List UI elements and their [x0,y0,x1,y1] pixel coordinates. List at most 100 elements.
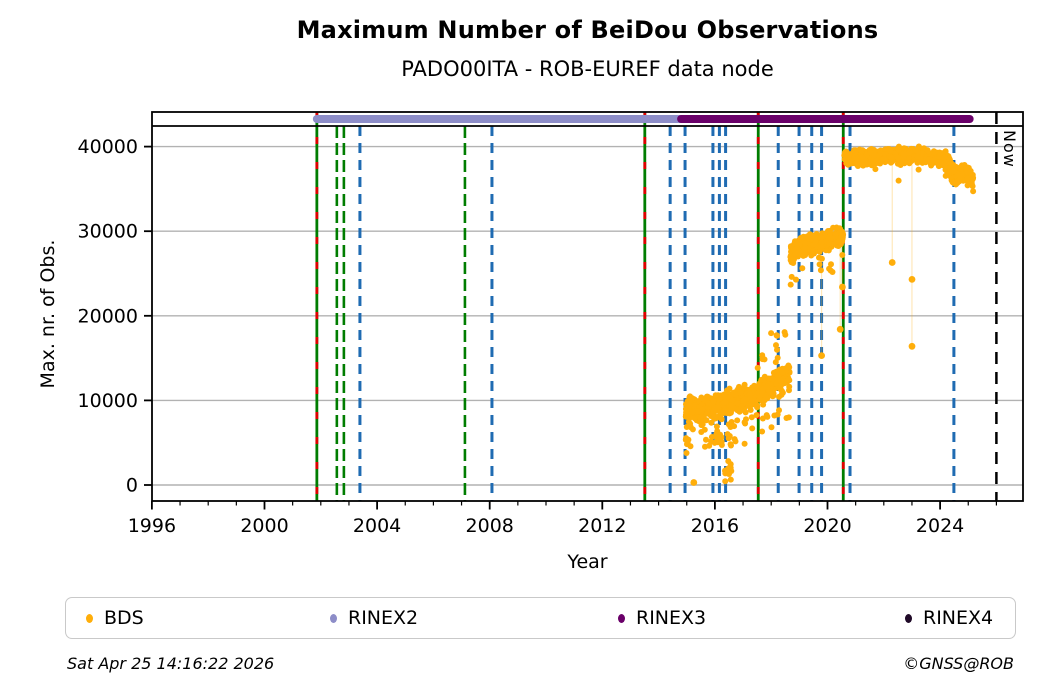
bds-point [721,391,728,398]
bds-point [895,177,902,184]
bds-point [754,364,761,371]
bds-point [858,147,865,154]
bds-point [826,240,833,247]
bds-point [727,407,734,414]
bds-point [778,382,785,389]
bds-point [749,425,756,432]
bds-point [766,388,773,394]
bds-point [718,415,725,422]
bds-point [768,330,775,337]
bds-point [843,151,850,158]
bds-point [819,239,825,246]
bds-outlier-point [908,342,916,350]
bds-point [773,380,780,387]
bds-point [689,395,696,402]
legend-item-rinex2: RINEX2 [330,598,418,638]
bds-point [796,248,802,255]
bds-point [773,342,779,349]
bds-point [835,238,842,245]
x-tick-label: 2000 [240,515,288,537]
bds-point [717,431,724,438]
bds-point [702,416,709,423]
bds-point [683,450,690,456]
bds-point [734,417,741,424]
legend-item-rinex3: RINEX3 [618,598,706,638]
rinex4-marker-icon [905,613,912,623]
bds-point [741,381,748,388]
legend-item-rinex4: RINEX4 [905,598,993,638]
bds-point [818,234,825,241]
bds-point [761,397,768,404]
bds-point [721,399,728,405]
footer-copyright: ©GNSS@ROB [903,654,1014,673]
bds-point [804,233,811,240]
bds-point [794,238,801,245]
bds-point [817,267,824,274]
bds-point [833,224,840,231]
bds-point [939,160,946,167]
bds-scatter [682,143,977,486]
bds-point [725,421,732,428]
legend-label: RINEX4 [923,607,994,629]
chart-subtitle: PADO00ITA - ROB-EUREF data node [401,57,774,81]
bds-point [708,434,715,440]
bds-point [773,332,780,339]
bds-point [697,415,704,422]
bds-point [778,377,784,384]
bds-point [809,248,816,255]
bds-point [731,436,738,443]
legend-label: RINEX3 [636,607,707,629]
bds-point [888,154,895,161]
y-tick-label: 40000 [78,136,138,158]
bds-point [720,410,726,417]
bds-point [703,436,709,443]
bds-point [710,398,717,405]
rinex2-marker-icon [330,613,337,623]
bds-point [776,407,782,414]
bds-point [698,422,705,429]
bds-point [691,415,698,422]
legend-box: BDS RINEX2 RINEX3 RINEX4 [65,597,1016,639]
bds-point [785,376,792,383]
bds-point [952,163,959,170]
bds-point [686,402,693,409]
bds-outlier-point [818,352,825,359]
bds-point [950,168,957,175]
footer-timestamp: Sat Apr 25 14:16:22 2026 [67,654,275,673]
bds-point [895,154,902,161]
bds-point [818,255,825,262]
bds-point [759,356,766,363]
bds-point [788,273,795,280]
bds-point [816,261,823,268]
bds-point [704,409,711,415]
bds-point [702,443,708,450]
bds-point [839,229,846,236]
bds-outlier-point [888,259,896,266]
bds-point [778,391,785,398]
bds-point [727,441,734,448]
axis-ticks [144,145,998,510]
bds-point [895,146,902,153]
bds-point [753,412,760,419]
bds-point [799,265,806,272]
bds-outlier-point [839,283,846,291]
bds-point [968,172,975,179]
bds-point [839,252,846,258]
bds-point [879,156,886,163]
bds-point [897,162,904,168]
bds-point [730,390,737,397]
x-tick-label: 2024 [916,515,964,537]
bds-point [928,162,935,169]
bds-point [774,346,780,353]
bds-point [914,153,921,160]
bds-point [802,240,809,247]
bds-outlier-point [836,325,844,333]
bds-point [748,414,755,421]
bds-point [811,241,818,248]
bds-point [787,281,794,288]
bds-point [689,409,696,416]
axes-frame [151,111,1024,502]
bds-point [713,423,720,430]
bds-point [941,154,948,161]
